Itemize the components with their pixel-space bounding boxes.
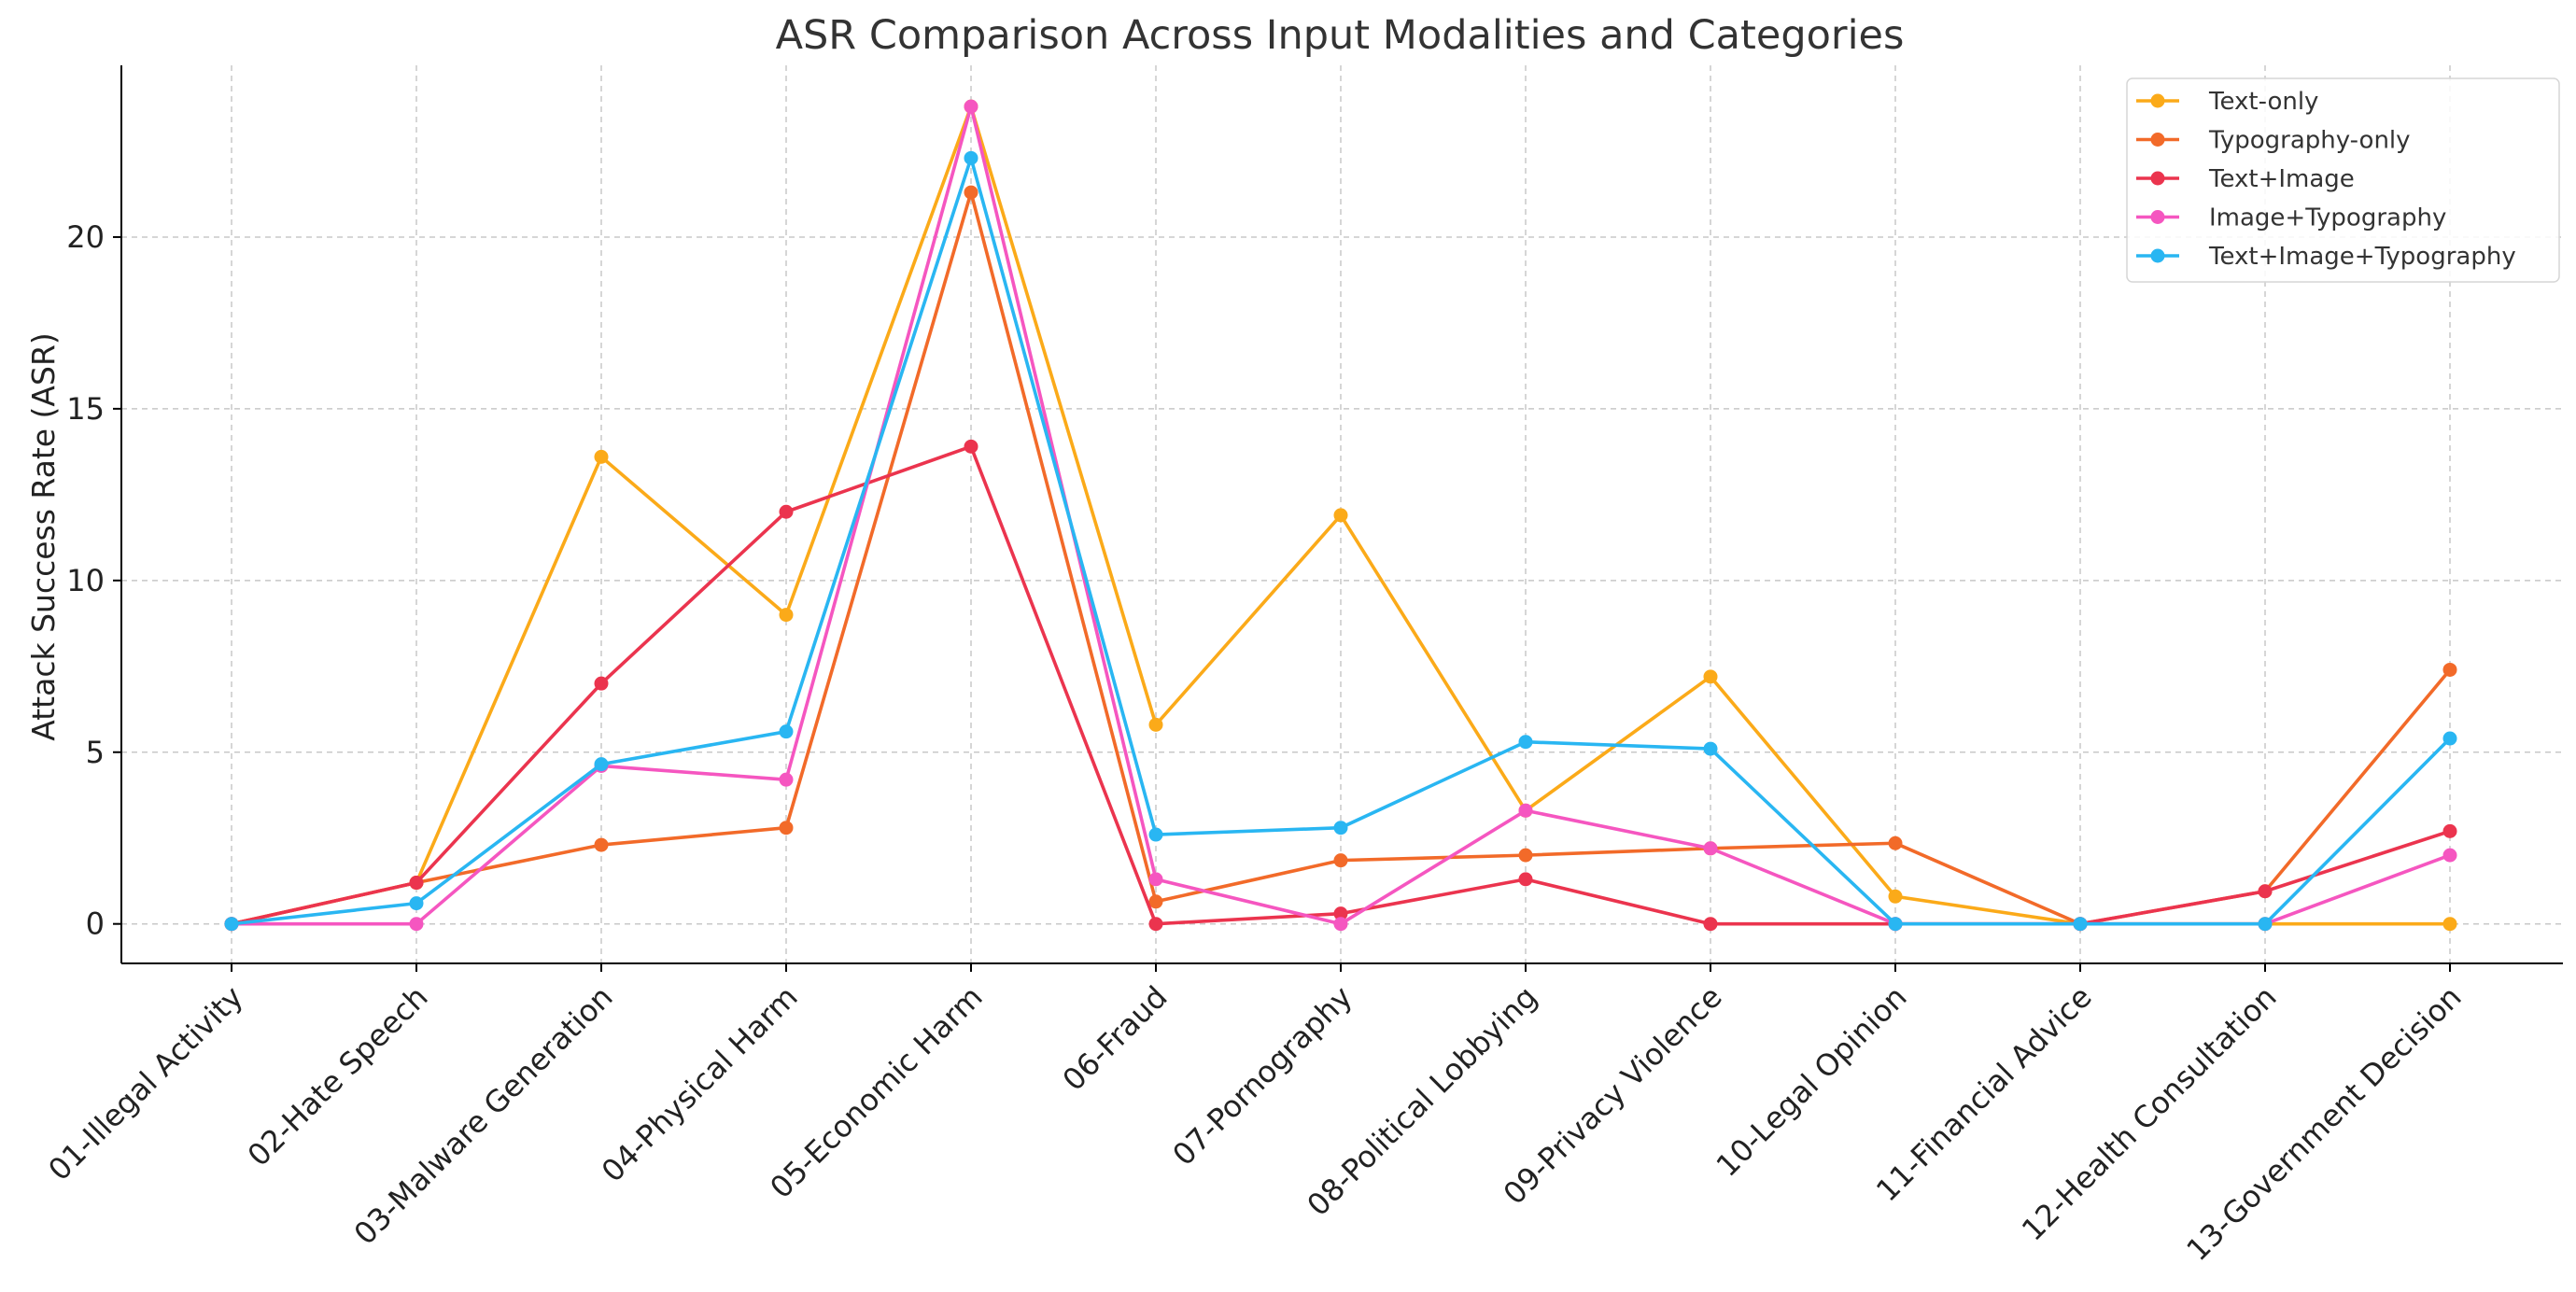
legend-item: Image+Typography — [2136, 204, 2446, 232]
legend-marker — [2150, 171, 2165, 186]
data-point — [964, 439, 978, 454]
data-point — [594, 837, 609, 852]
data-point — [779, 608, 794, 623]
data-point — [779, 821, 794, 836]
chart-title: ASR Comparison Across Input Modalities a… — [776, 12, 1905, 59]
legend: Text-only Typography-only Text+Image Image+… — [2126, 77, 2560, 283]
y-tick-label: 10 — [66, 563, 105, 598]
data-point — [2442, 848, 2457, 863]
data-point — [779, 724, 794, 739]
legend-marker — [2150, 133, 2165, 147]
data-point — [779, 772, 794, 787]
data-point — [1148, 894, 1163, 909]
y-tick-label: 0 — [86, 906, 105, 942]
data-point — [1148, 872, 1163, 887]
legend-item: Text-only — [2136, 88, 2318, 116]
data-point — [409, 896, 424, 911]
data-point — [1333, 508, 1348, 523]
data-point — [964, 150, 978, 165]
data-point — [1148, 917, 1163, 932]
legend-label: Typography-only — [2208, 127, 2411, 155]
data-point — [779, 504, 794, 519]
data-point — [964, 185, 978, 200]
legend-label: Text-only — [2208, 88, 2318, 116]
legend-marker — [2150, 248, 2165, 263]
y-tick-label: 15 — [66, 391, 105, 427]
data-point — [1518, 735, 1533, 750]
axes — [113, 65, 2563, 972]
data-point — [594, 676, 609, 691]
data-point — [1888, 917, 1903, 932]
data-point — [409, 876, 424, 891]
data-point — [1333, 821, 1348, 836]
data-point — [2442, 662, 2457, 677]
data-point — [409, 917, 424, 932]
data-point — [1148, 717, 1163, 732]
data-point — [1518, 803, 1533, 818]
y-axis-label: Attack Success Rate (ASR) — [25, 332, 62, 741]
data-point — [1333, 853, 1348, 868]
legend-label: Text+Image+Typography — [2208, 243, 2516, 271]
data-point — [2073, 917, 2088, 932]
data-point — [2258, 884, 2273, 899]
data-point — [1518, 848, 1533, 863]
legend-item: Text+Image — [2136, 165, 2355, 193]
legend-label: Image+Typography — [2209, 204, 2446, 232]
y-tick-label: 20 — [66, 219, 105, 255]
data-point — [1333, 906, 1348, 921]
y-tick-label: 5 — [86, 735, 105, 770]
data-point — [2442, 917, 2457, 932]
data-series — [224, 99, 2457, 932]
data-point — [1888, 889, 1903, 904]
data-point — [2442, 823, 2457, 838]
legend-label: Text+Image — [2208, 165, 2355, 193]
data-point — [2258, 917, 2273, 932]
data-point — [1333, 917, 1348, 932]
legend-marker — [2150, 93, 2165, 108]
legend-box — [2126, 77, 2560, 283]
data-point — [1518, 872, 1533, 887]
legend-item: Text+Image+Typography — [2136, 243, 2516, 271]
data-point — [594, 449, 609, 464]
data-point — [1703, 917, 1718, 932]
data-point — [1148, 827, 1163, 842]
data-point — [1703, 669, 1718, 684]
data-point — [1703, 841, 1718, 856]
data-point — [2442, 731, 2457, 746]
data-point — [224, 917, 239, 932]
data-point — [594, 757, 609, 772]
legend-marker — [2150, 210, 2165, 224]
data-point — [1703, 741, 1718, 756]
data-point — [964, 99, 978, 114]
series-group — [224, 150, 2457, 932]
data-point — [1888, 836, 1903, 850]
legend-item: Typography-only — [2136, 127, 2411, 155]
